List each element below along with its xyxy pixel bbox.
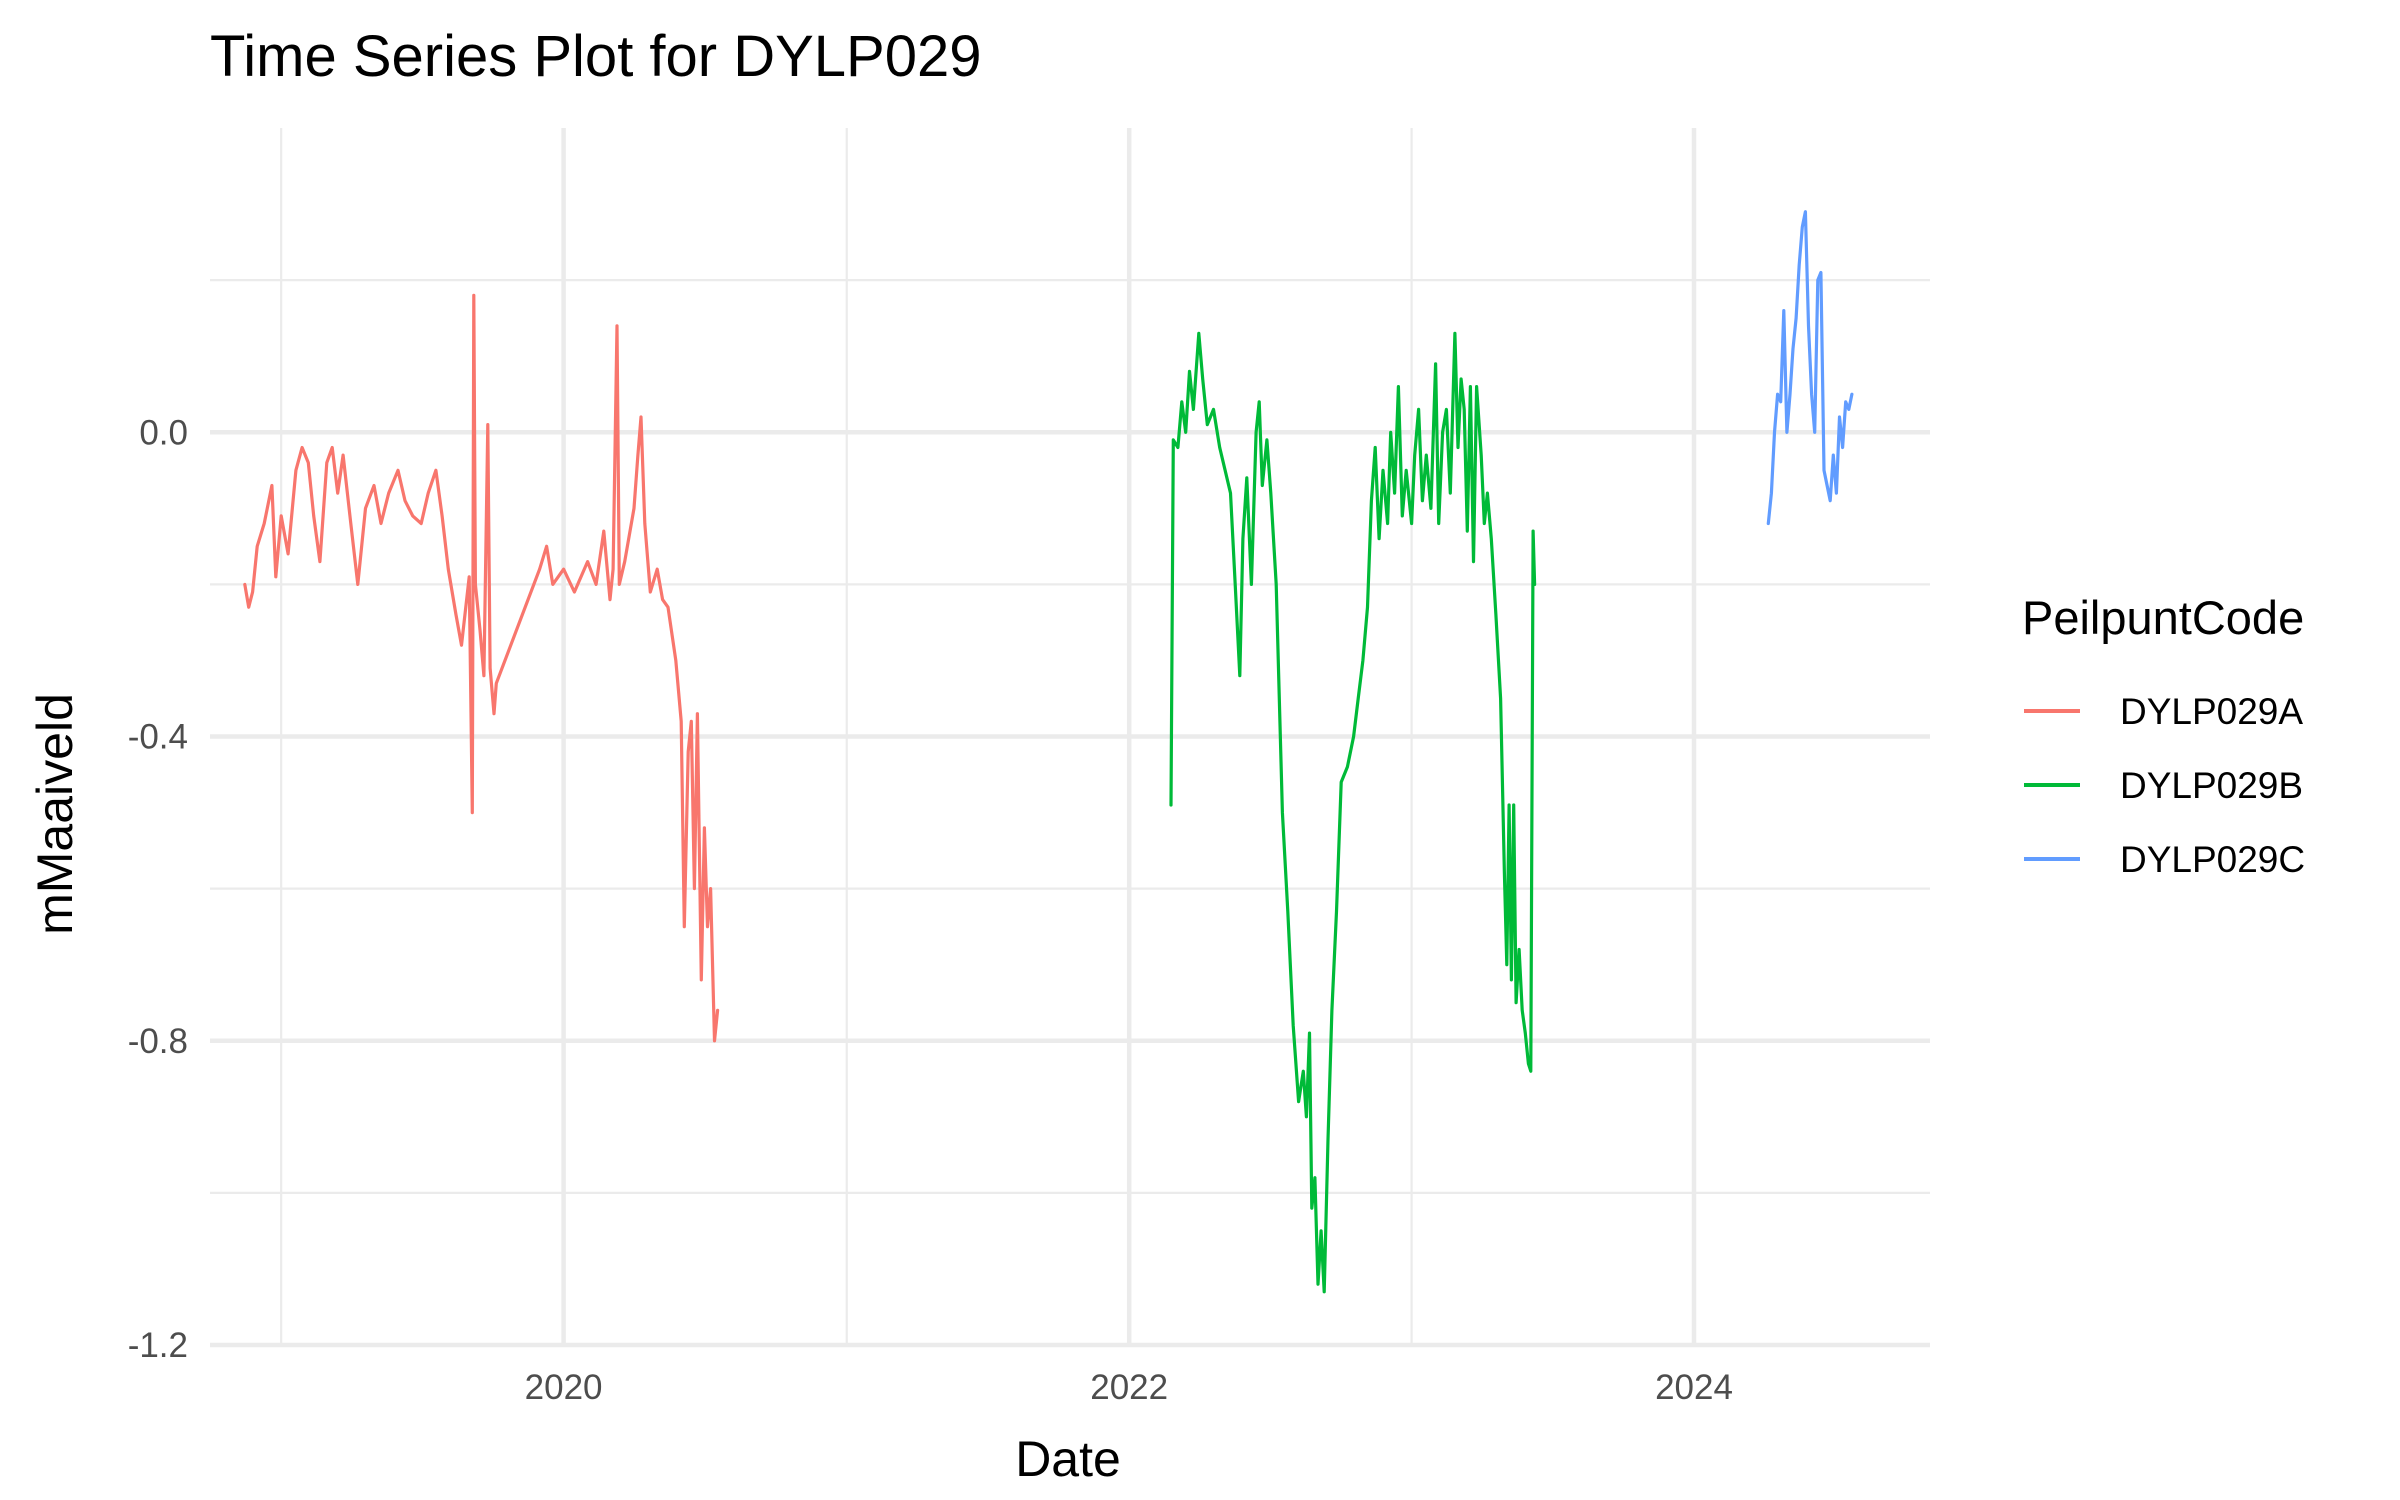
legend-label-dylp029b: DYLP029B — [2120, 765, 2303, 806]
x-tick-label: 2020 — [525, 1368, 603, 1407]
series-line-dylp029c — [1766, 210, 1854, 526]
legend-label-dylp029a: DYLP029A — [2120, 691, 2303, 732]
axis-ticks: 2020 2022 2024 0.0 -0.4 -0.8 -1.2 — [128, 413, 1733, 1407]
plot-area — [243, 210, 1854, 1294]
grid — [210, 128, 1930, 1348]
y-tick-label: -1.2 — [128, 1326, 188, 1365]
chart-title: Time Series Plot for DYLP029 — [210, 24, 982, 89]
x-tick-label: 2022 — [1090, 1368, 1168, 1407]
legend: PeilpuntCode DYLP029A DYLP029B DYLP029C — [2022, 591, 2305, 880]
series-line-dylp029a — [243, 293, 720, 1043]
x-tick-label: 2024 — [1655, 1368, 1733, 1407]
series-line-dylp029b — [1169, 331, 1537, 1294]
x-axis-title: Date — [1015, 1431, 1121, 1487]
y-tick-label: -0.4 — [128, 718, 188, 757]
y-tick-label: 0.0 — [139, 413, 188, 452]
legend-title: PeilpuntCode — [2022, 591, 2304, 644]
y-axis-title: mMaaiveld — [27, 693, 83, 935]
y-tick-label: -0.8 — [128, 1022, 188, 1061]
legend-label-dylp029c: DYLP029C — [2120, 839, 2305, 880]
